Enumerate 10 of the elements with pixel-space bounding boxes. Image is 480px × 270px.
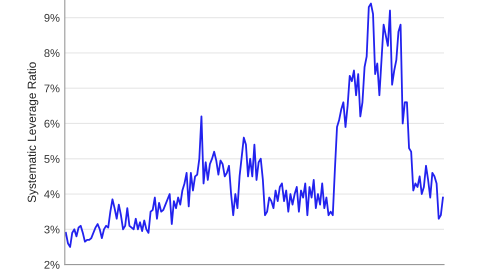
y-tick-label: 5% (44, 155, 60, 163)
line-series (64, 2, 444, 248)
y-tick-label: 3% (44, 226, 60, 234)
y-tick-label: 7% (44, 84, 60, 92)
y-axis-title: Systematic Leverage Ratio (27, 62, 38, 202)
y-tick-label: 6% (44, 120, 60, 128)
y-tick-label: 9% (44, 14, 60, 22)
y-tick-label: 8% (44, 49, 60, 58)
y-tick-label: 2% (44, 260, 60, 269)
y-tick-label: 4% (44, 190, 60, 198)
